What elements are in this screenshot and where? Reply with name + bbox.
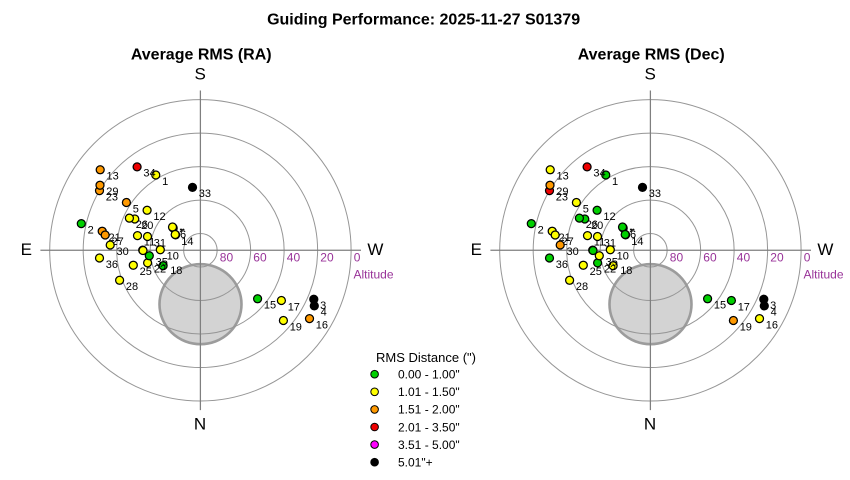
svg-text:2: 2 — [538, 224, 544, 236]
svg-text:S: S — [195, 65, 206, 84]
svg-text:Guiding Performance: 2025-11-2: Guiding Performance: 2025-11-27 S01379 — [267, 12, 580, 29]
svg-text:23: 23 — [106, 191, 118, 203]
svg-text:14: 14 — [181, 236, 193, 248]
svg-text:19: 19 — [290, 321, 302, 333]
svg-text:11: 11 — [144, 236, 155, 248]
svg-text:W: W — [367, 240, 383, 259]
svg-text:10: 10 — [617, 251, 629, 263]
svg-text:N: N — [194, 414, 206, 433]
svg-text:4: 4 — [771, 307, 777, 319]
svg-text:31: 31 — [604, 237, 616, 249]
svg-text:30: 30 — [117, 246, 129, 258]
svg-text:W: W — [817, 240, 833, 259]
svg-text:S: S — [645, 65, 656, 84]
svg-text:5.01"+: 5.01"+ — [398, 456, 433, 470]
svg-text:35: 35 — [156, 257, 168, 269]
svg-text:20: 20 — [320, 251, 334, 265]
svg-text:22: 22 — [154, 264, 166, 276]
svg-text:1: 1 — [162, 176, 168, 188]
svg-text:Average RMS (RA): Average RMS (RA) — [131, 46, 272, 63]
svg-text:23: 23 — [556, 191, 568, 203]
svg-text:5: 5 — [583, 203, 589, 215]
svg-text:E: E — [471, 240, 482, 259]
svg-text:15: 15 — [264, 300, 276, 312]
svg-text:20: 20 — [591, 220, 603, 232]
svg-text:60: 60 — [703, 251, 717, 265]
svg-text:3: 3 — [770, 300, 776, 312]
svg-text:30: 30 — [567, 246, 579, 258]
svg-text:40: 40 — [287, 251, 301, 265]
svg-text:0: 0 — [804, 251, 811, 265]
svg-text:N: N — [644, 414, 656, 433]
svg-text:80: 80 — [670, 251, 684, 265]
svg-text:1.01 - 1.50": 1.01 - 1.50" — [398, 385, 460, 399]
svg-text:12: 12 — [153, 211, 165, 223]
svg-text:16: 16 — [766, 319, 778, 331]
svg-text:12: 12 — [603, 211, 615, 223]
svg-text:1.51 - 2.00": 1.51 - 2.00" — [398, 403, 460, 417]
svg-text:14: 14 — [631, 236, 643, 248]
svg-text:33: 33 — [649, 188, 661, 200]
svg-text:33: 33 — [199, 188, 211, 200]
svg-text:34: 34 — [593, 168, 605, 180]
svg-text:34: 34 — [143, 168, 155, 180]
svg-text:29: 29 — [556, 186, 568, 198]
svg-text:0: 0 — [354, 251, 361, 265]
svg-text:22: 22 — [604, 264, 616, 276]
svg-text:17: 17 — [738, 301, 750, 313]
svg-text:E: E — [21, 240, 32, 259]
svg-text:29: 29 — [106, 186, 118, 198]
svg-text:5: 5 — [133, 203, 139, 215]
svg-text:26: 26 — [586, 219, 598, 231]
svg-text:19: 19 — [740, 321, 752, 333]
svg-text:18: 18 — [620, 265, 632, 277]
svg-text:17: 17 — [288, 301, 300, 313]
svg-text:36: 36 — [556, 259, 568, 271]
svg-text:1: 1 — [612, 176, 618, 188]
svg-text:4: 4 — [321, 307, 327, 319]
svg-text:25: 25 — [590, 266, 602, 278]
svg-text:20: 20 — [770, 251, 784, 265]
svg-text:11: 11 — [594, 236, 605, 248]
svg-text:2.01 - 3.50": 2.01 - 3.50" — [398, 420, 460, 434]
svg-text:15: 15 — [714, 300, 726, 312]
svg-text:16: 16 — [316, 319, 328, 331]
svg-text:18: 18 — [170, 265, 182, 277]
svg-text:13: 13 — [557, 171, 569, 183]
svg-text:36: 36 — [106, 259, 118, 271]
svg-text:26: 26 — [136, 219, 148, 231]
svg-text:28: 28 — [576, 281, 588, 293]
svg-text:28: 28 — [126, 281, 138, 293]
svg-text:RMS Distance ("): RMS Distance (") — [376, 350, 476, 365]
svg-text:31: 31 — [154, 237, 166, 249]
svg-text:20: 20 — [141, 220, 153, 232]
svg-text:25: 25 — [140, 266, 152, 278]
svg-text:Average RMS (Dec): Average RMS (Dec) — [578, 46, 725, 63]
svg-text:10: 10 — [167, 251, 179, 263]
svg-text:3: 3 — [320, 300, 326, 312]
svg-text:6: 6 — [180, 229, 186, 241]
svg-text:Altitude: Altitude — [354, 268, 394, 282]
svg-text:35: 35 — [606, 257, 618, 269]
svg-text:2: 2 — [88, 224, 94, 236]
svg-text:80: 80 — [220, 251, 234, 265]
svg-text:Altitude: Altitude — [804, 268, 844, 282]
svg-text:0.00 - 1.00": 0.00 - 1.00" — [398, 368, 460, 382]
svg-text:13: 13 — [107, 171, 119, 183]
svg-text:60: 60 — [253, 251, 267, 265]
svg-text:3.51 - 5.00": 3.51 - 5.00" — [398, 438, 460, 452]
svg-text:6: 6 — [630, 229, 636, 241]
svg-text:40: 40 — [737, 251, 751, 265]
